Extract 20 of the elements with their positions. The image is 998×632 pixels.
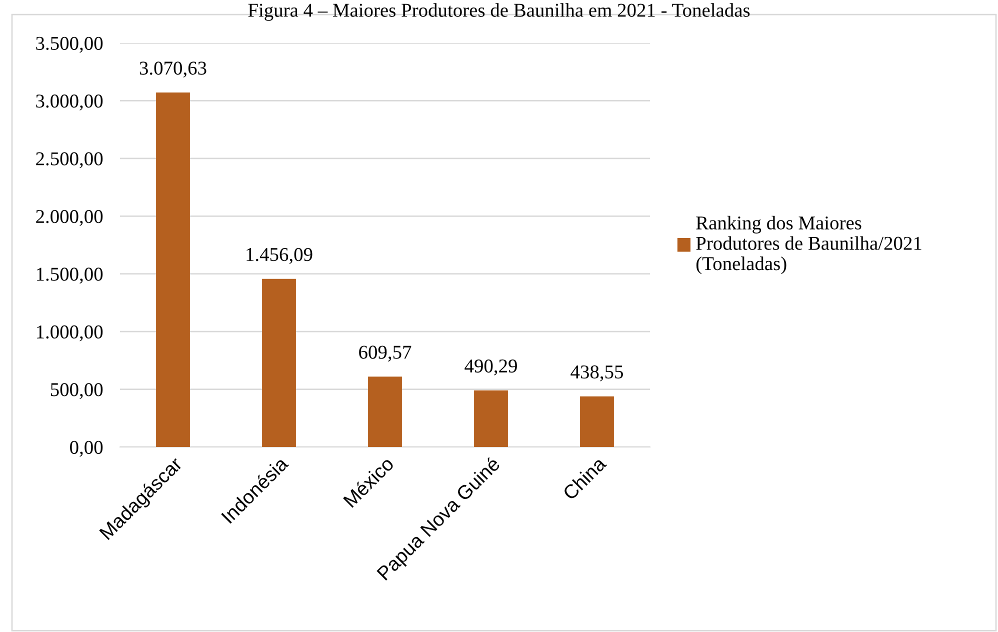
y-tick-label: 0,00 [70, 440, 103, 457]
y-tick-label: 1.000,00 [36, 325, 103, 342]
bar [262, 278, 296, 447]
bar [368, 376, 402, 447]
y-tick-label: 500,00 [50, 383, 103, 400]
y-tick-label: 3.500,00 [36, 36, 103, 53]
y-tick-label: 2.000,00 [36, 210, 103, 226]
data-label: 490,29 [464, 359, 517, 376]
chart-title: Figura 4 – Maiores Produtores de Baunilha em 2021 - Toneladas [248, 3, 750, 21]
data-label: 609,57 [359, 346, 412, 362]
data-label: 438,55 [570, 365, 623, 382]
bar [156, 92, 190, 447]
data-label: 3.070,63 [140, 62, 206, 78]
y-tick-label: 2.500,00 [36, 152, 103, 168]
y-tick-label: 3.000,00 [36, 94, 103, 110]
legend-label: Ranking dos Maiores Produtores de Baunilha/2021 (Toneladas) [696, 216, 922, 274]
y-tick-label: 1.500,00 [36, 268, 103, 284]
data-label: 1.456,09 [246, 248, 312, 264]
bar [474, 390, 508, 447]
bar [580, 396, 614, 447]
